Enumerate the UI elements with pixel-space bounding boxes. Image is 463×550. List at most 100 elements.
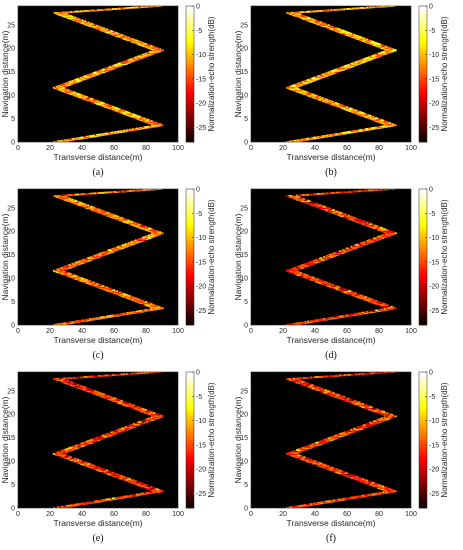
colorbar-segment	[186, 40, 194, 44]
track-cell	[155, 189, 160, 190]
colorbar-label: Normalization-echo strength(dB)	[440, 16, 449, 131]
colorbar-tick-label: -25	[196, 308, 206, 315]
colorbar-segment	[186, 260, 194, 265]
colorbar-segment	[419, 74, 427, 78]
colorbar-segment	[186, 60, 194, 65]
colorbar-segment	[419, 12, 427, 17]
y-axis-label: Navigation distance(m)	[233, 30, 243, 117]
x-tick-label: 40	[311, 145, 319, 152]
colorbar-segment	[186, 277, 194, 282]
colorbar-segment	[419, 131, 427, 136]
colorbar-segment	[419, 67, 427, 71]
colorbar-segment	[186, 291, 194, 295]
colorbar-segment	[419, 236, 427, 241]
x-tick-label: 60	[110, 328, 118, 335]
colorbar-tick-label: -20	[196, 101, 206, 108]
colorbar-segment	[186, 250, 194, 254]
colorbar-segment	[419, 46, 427, 51]
colorbar-segment	[186, 219, 194, 224]
y-tick-label: 15	[7, 69, 15, 76]
colorbar-segment	[186, 226, 194, 231]
track-cell	[388, 6, 393, 7]
colorbar-segment	[186, 192, 194, 197]
colorbar-segment	[419, 229, 427, 234]
colorbar-segment	[186, 131, 194, 136]
colorbar-segment	[186, 212, 194, 217]
colorbar-frame	[185, 188, 195, 326]
y-tick-label: 20	[240, 46, 248, 53]
track-group	[285, 189, 397, 325]
colorbar-segment	[419, 91, 427, 95]
y-tick-label: 10	[240, 276, 248, 283]
y-tick-label: 20	[7, 46, 15, 53]
colorbar-segment	[419, 304, 427, 309]
colorbar-segment	[419, 70, 427, 75]
track-group	[52, 372, 164, 508]
colorbar-segment	[186, 26, 194, 31]
x-tick-label: 40	[311, 328, 319, 335]
colorbar-segment	[186, 267, 194, 271]
colorbar-tick-label: -10	[429, 235, 439, 242]
colorbar-segment	[419, 199, 427, 203]
colorbar-tick-label: 0	[429, 4, 433, 11]
colorbar-segment	[186, 101, 194, 105]
colorbar-segment	[186, 70, 194, 75]
y-tick-label: 0	[244, 323, 248, 330]
colorbar-segment	[419, 233, 427, 237]
colorbar-segment	[186, 189, 194, 193]
y-tick-label: 10	[240, 93, 248, 100]
colorbar-segment	[419, 277, 427, 282]
colorbar-segment	[419, 294, 427, 299]
colorbar-segment	[186, 128, 194, 133]
colorbar-segment	[186, 87, 194, 92]
x-tick-label: 80	[375, 145, 383, 152]
y-tick-label: 25	[7, 205, 15, 212]
colorbar-segment	[186, 50, 194, 54]
track-cell	[152, 6, 157, 7]
track-group	[285, 6, 397, 142]
colorbar-segment	[419, 97, 427, 102]
y-tick-label: 5	[11, 299, 15, 306]
colorbar-frame	[418, 5, 428, 143]
colorbar-segment	[419, 53, 427, 58]
colorbar-tick-label: -5	[429, 28, 435, 35]
colorbar-segment	[419, 246, 427, 251]
colorbar-segment	[186, 23, 194, 27]
colorbar-segment	[186, 206, 194, 210]
colorbar-segment	[186, 9, 194, 14]
colorbar-segment	[419, 314, 427, 319]
track-cell	[385, 6, 390, 7]
colorbar-segment	[419, 57, 427, 61]
colorbar-segment	[186, 19, 194, 24]
colorbar-segment	[419, 80, 427, 85]
colorbar-segment	[419, 19, 427, 24]
y-tick-label: 5	[244, 299, 248, 306]
y-tick-label: 15	[240, 252, 248, 259]
colorbar-label: Normalization-echo strength(dB)	[207, 199, 216, 314]
panel-b: 0 20 40 60 80 100 0 5 10 15 20 25 Transverse distanc…	[233, 0, 463, 183]
colorbar-segment	[419, 223, 427, 227]
x-tick-label: 20	[46, 145, 54, 152]
colorbar-label: Normalization-echo strength(dB)	[440, 199, 449, 314]
y-tick-label: 25	[240, 205, 248, 212]
x-tick-label: 0	[249, 328, 253, 335]
colorbar-segment	[419, 114, 427, 119]
colorbar-segment	[186, 314, 194, 319]
panel-caption: (c)	[92, 350, 104, 361]
track-cell	[158, 189, 163, 190]
x-tick-label: 60	[343, 328, 351, 335]
colorbar-segment	[419, 195, 427, 200]
colorbar-segment	[419, 263, 427, 268]
axis-frame	[250, 5, 412, 143]
colorbar-segment	[186, 311, 194, 316]
colorbar-segment	[419, 270, 427, 275]
colorbar-tick-label: -10	[196, 52, 206, 59]
x-tick-label: 60	[110, 145, 118, 152]
axis-frame	[17, 5, 179, 143]
colorbar-segment	[186, 280, 194, 285]
track-cell	[158, 6, 163, 7]
y-tick-label: 5	[11, 116, 15, 123]
colorbar-segment	[419, 94, 427, 99]
colorbar-segment	[419, 60, 427, 65]
